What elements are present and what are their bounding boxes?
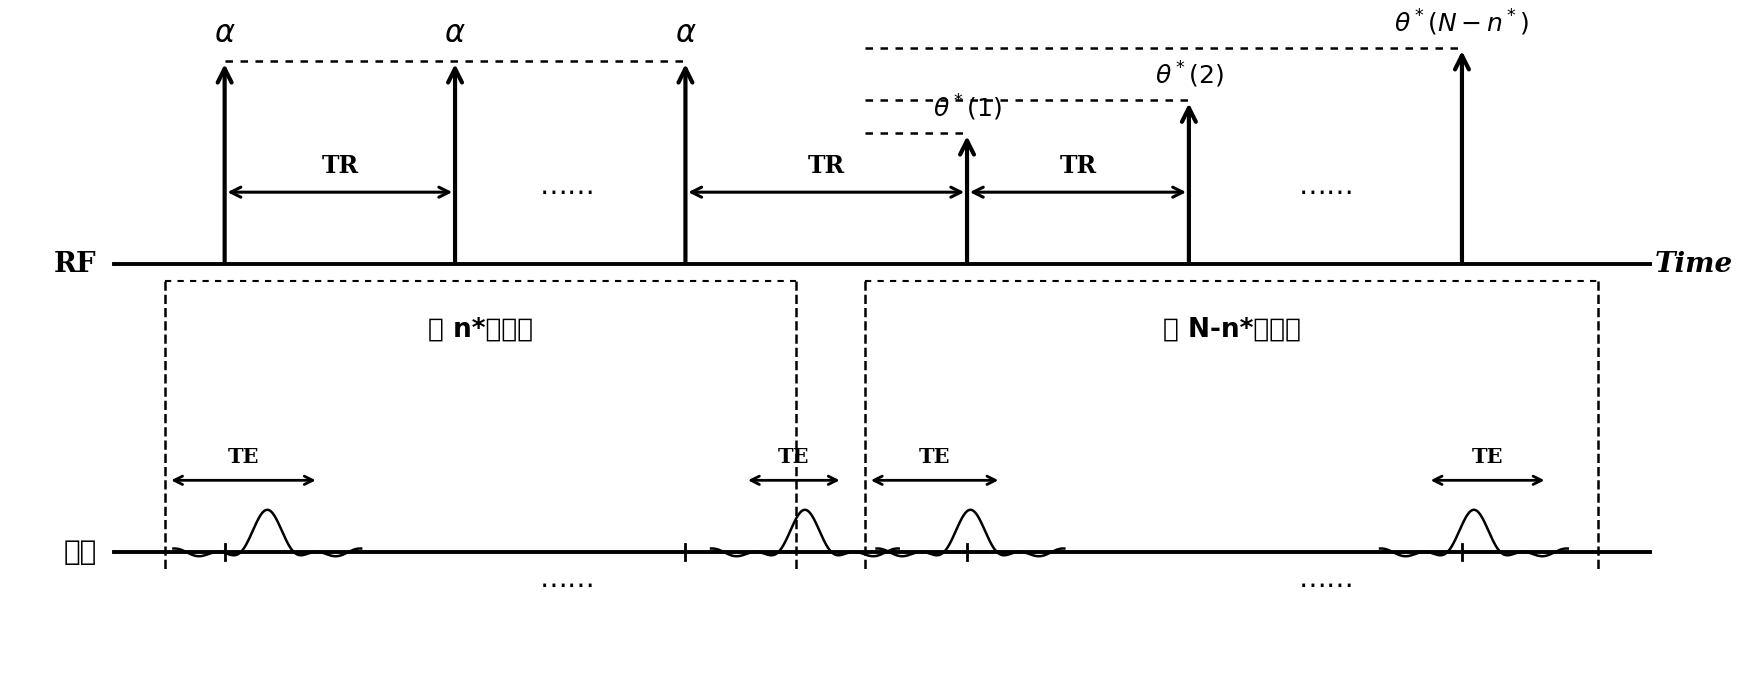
Text: Time: Time (1654, 251, 1733, 278)
Text: $\cdots\cdots$: $\cdots\cdots$ (538, 178, 594, 206)
Text: $\alpha$: $\alpha$ (444, 18, 466, 49)
Text: RF: RF (54, 251, 96, 278)
Text: $\theta^*(2)$: $\theta^*(2)$ (1155, 60, 1223, 90)
Text: TE: TE (919, 448, 950, 467)
Text: $\alpha$: $\alpha$ (674, 18, 697, 49)
Text: 回波: 回波 (63, 538, 96, 567)
Text: $\theta^*(N-n^*)$: $\theta^*(N-n^*)$ (1394, 7, 1530, 38)
Text: 前 n*次激发: 前 n*次激发 (428, 317, 533, 343)
Text: $\cdots\cdots$: $\cdots\cdots$ (1298, 178, 1352, 206)
Text: $\cdots\cdots$: $\cdots\cdots$ (1298, 571, 1352, 598)
Text: $\theta^*(1)$: $\theta^*(1)$ (933, 93, 1001, 122)
Text: $\cdots\cdots$: $\cdots\cdots$ (538, 571, 594, 598)
Text: TE: TE (777, 448, 809, 467)
Text: TE: TE (1471, 448, 1504, 467)
Text: TR: TR (807, 153, 846, 178)
Text: TR: TR (1059, 153, 1097, 178)
Text: TE: TE (227, 448, 259, 467)
Text: $\alpha$: $\alpha$ (213, 18, 236, 49)
Text: 后 N-n*次激发: 后 N-n*次激发 (1162, 317, 1300, 343)
Text: TR: TR (321, 153, 358, 178)
